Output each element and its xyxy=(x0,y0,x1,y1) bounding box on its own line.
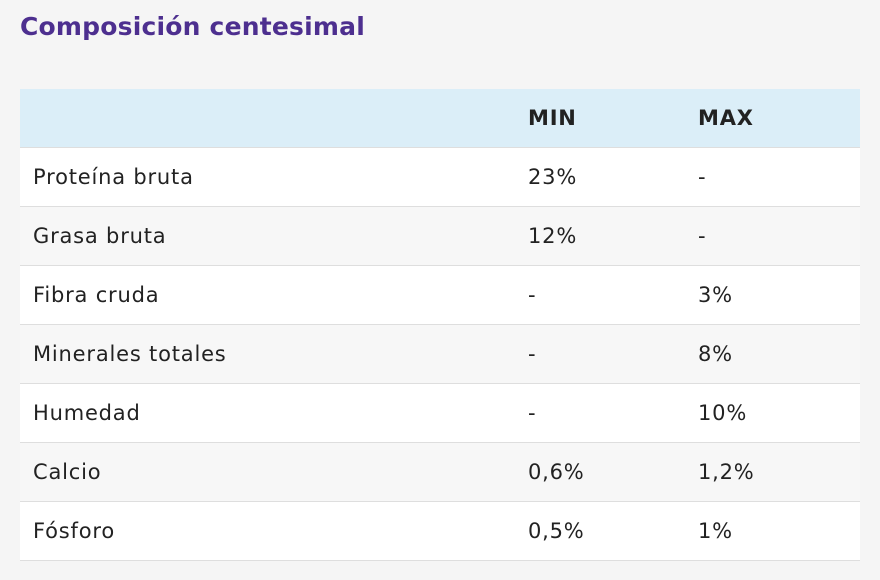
nutrient-value: 12% xyxy=(528,206,698,266)
table-row: Fibra cruda -3% xyxy=(20,265,860,325)
composition-table: MIN MAX Proteína bruta 23% - Grasa bruta 12%… xyxy=(20,89,860,561)
nutrient-value: - xyxy=(528,324,698,384)
table-row: Minerales totales -8% xyxy=(20,324,860,384)
header-cell xyxy=(20,89,528,148)
nutrient-name: Fósforo xyxy=(20,501,528,561)
nutrient-value: 1% xyxy=(698,501,860,561)
nutrient-value: 23% xyxy=(528,147,698,207)
nutrient-name: Grasa bruta xyxy=(20,206,528,266)
nutrient-value: 0,5% xyxy=(528,501,698,561)
nutrient-name: Minerales totales xyxy=(20,324,528,384)
header-cell: MIN xyxy=(528,89,698,148)
nutrient-name: Humedad xyxy=(20,383,528,443)
header-cell: MAX xyxy=(698,89,860,148)
table-body: Proteína bruta 23% - Grasa bruta 12% - Fibra c… xyxy=(20,147,860,561)
header-row: MIN MAX xyxy=(20,89,860,148)
nutrient-name: Fibra cruda xyxy=(20,265,528,325)
table-row: Humedad -10% xyxy=(20,383,860,443)
nutrient-value: 8% xyxy=(698,324,860,384)
nutrient-name: Proteína bruta xyxy=(20,147,528,207)
table-row: Fósforo 0,5% 1% xyxy=(20,501,860,561)
section-title: Composición centesimal xyxy=(20,12,365,41)
table-row: Proteína bruta 23% - xyxy=(20,147,860,207)
nutrient-value: - xyxy=(528,383,698,443)
nutrient-value: - xyxy=(528,265,698,325)
nutrient-value: 10% xyxy=(698,383,860,443)
nutrient-name: Calcio xyxy=(20,442,528,502)
table-row: Grasa bruta 12% - xyxy=(20,206,860,266)
nutrient-value: 3% xyxy=(698,265,860,325)
nutrient-value: 1,2% xyxy=(698,442,860,502)
nutrient-value: - xyxy=(698,147,860,207)
nutrient-value: 0,6% xyxy=(528,442,698,502)
table-row: Calcio 0,6% 1,2% xyxy=(20,442,860,502)
nutrient-value: - xyxy=(698,206,860,266)
table-header: MIN MAX xyxy=(20,89,860,148)
